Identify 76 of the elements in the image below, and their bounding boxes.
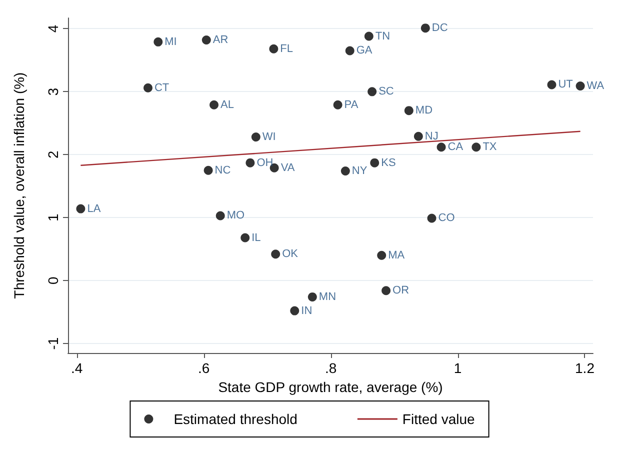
point [377, 250, 386, 260]
point [368, 87, 377, 96]
data-label: LA [87, 202, 102, 215]
data-label: MN [318, 290, 336, 303]
data-label: AR [212, 34, 228, 46]
y-tick-label: 4 [45, 24, 61, 33]
point [382, 286, 391, 296]
data-label: GA [356, 44, 373, 57]
x-tick-label: 1 [454, 360, 462, 376]
x-tick-label: .8 [324, 360, 337, 376]
point [427, 214, 436, 223]
point [414, 132, 423, 141]
data-label: PA [344, 98, 359, 111]
data-label: AL [220, 98, 234, 111]
data-label: VA [280, 162, 296, 174]
data-label: CT [154, 82, 170, 94]
y-tick-label: 0 [45, 276, 61, 284]
point [420, 24, 430, 33]
data-label: IN [301, 304, 312, 317]
data-label: CO [438, 212, 456, 224]
data-label: NJ [424, 130, 438, 142]
data-label: OK [282, 248, 299, 260]
point [269, 44, 278, 54]
point [404, 106, 414, 116]
point [576, 82, 585, 91]
y-axis-title: Threshold value, overall inflation (%) [11, 72, 27, 299]
data-label: MD [415, 104, 433, 117]
point [210, 100, 219, 110]
point [290, 306, 300, 316]
y-tick-label: -1 [45, 337, 61, 350]
point [251, 132, 260, 142]
data-label: WA [586, 80, 605, 92]
data-label: CA [448, 141, 464, 154]
legend-label: Estimated threshold [174, 411, 298, 427]
data-label: NY [352, 165, 368, 178]
point [547, 80, 556, 90]
point [271, 250, 280, 259]
data-label: TX [482, 141, 498, 154]
data-label: FL [280, 42, 294, 55]
data-label: IL [252, 232, 261, 244]
data-label: WI [262, 131, 276, 144]
data-label: TN [375, 30, 390, 42]
point [240, 233, 250, 242]
data-label: OH [256, 156, 274, 169]
point [308, 292, 317, 302]
data-label: OR [392, 284, 410, 297]
point [370, 158, 380, 168]
data-label: DC [432, 22, 448, 34]
point [345, 46, 354, 56]
x-tick-label: .4 [71, 360, 83, 376]
y-tick-label: 3 [45, 88, 61, 96]
point [204, 166, 213, 175]
data-label: NC [214, 164, 231, 176]
point [76, 204, 86, 214]
data-label: MA [388, 249, 406, 262]
point [436, 142, 446, 152]
data-label: MI [164, 36, 177, 48]
legend-label: Fitted value [402, 411, 476, 427]
point [246, 158, 255, 168]
x-axis-title: State GDP growth rate, average (%) [218, 378, 443, 395]
point [143, 83, 152, 92]
point [216, 211, 225, 220]
point [472, 142, 481, 152]
y-tick-label: 1 [45, 214, 61, 222]
data-label: KS [381, 156, 396, 169]
point [340, 166, 350, 176]
y-tick-label: 2 [45, 150, 61, 159]
data-label: UT [558, 78, 574, 91]
point [154, 37, 163, 46]
x-tick-label: 1.2 [575, 360, 595, 376]
data-label: SC [378, 86, 394, 98]
data-label: MO [226, 210, 246, 222]
point [333, 100, 342, 110]
x-tick-label: .6 [198, 360, 210, 376]
point [202, 36, 211, 45]
point [364, 32, 374, 41]
